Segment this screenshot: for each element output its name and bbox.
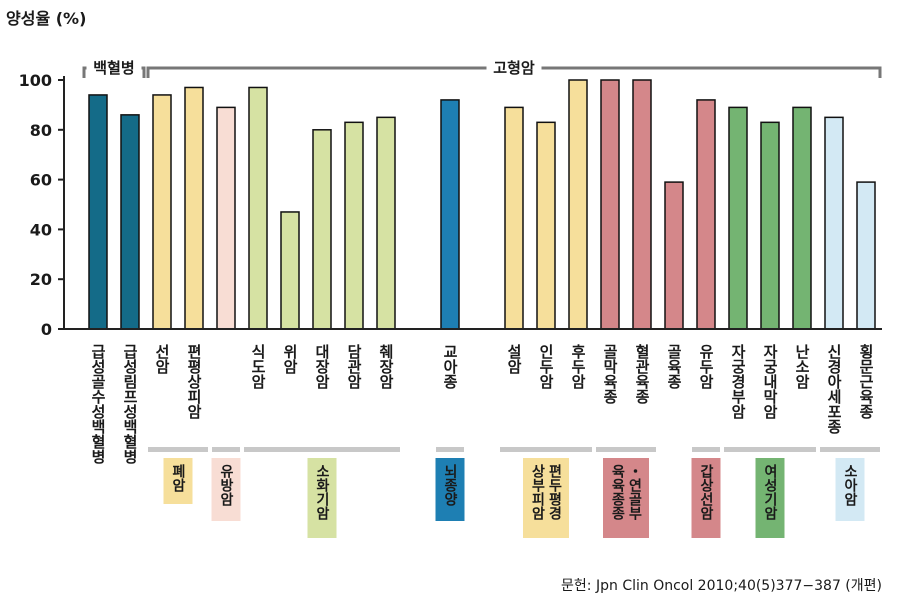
bar [504, 106, 524, 330]
x-tick-label: 식도암 [249, 344, 267, 390]
y-tick-label: 100 [19, 71, 52, 90]
x-tick-label: 후두암 [569, 344, 587, 390]
bar [152, 94, 172, 330]
bracket-label-bg [86, 54, 142, 80]
x-tick-label: 췌장암 [377, 344, 395, 390]
x-tick-label: 자궁내막암 [761, 344, 779, 420]
x-tick-label: 급성골수성백혈병 [89, 344, 107, 465]
y-tick-label: 0 [41, 320, 52, 339]
x-tick-label: 자궁경부암 [729, 344, 747, 420]
group-label-box [307, 458, 337, 538]
x-tick-label: 위암 [281, 344, 299, 375]
group-label-box [435, 458, 465, 521]
group-divider [212, 447, 240, 452]
x-tick-label: 횡문근육종 [857, 343, 875, 420]
x-tick-label: 대장암 [313, 344, 331, 390]
x-tick-label: 혈관육종 [633, 344, 651, 405]
bar [440, 99, 460, 330]
y-axis: 0 20 40 60 80 100 [19, 71, 65, 339]
x-tick-label: 급성림프성백혈병 [121, 344, 139, 465]
bar [280, 211, 300, 330]
bar [824, 116, 844, 330]
bar [312, 129, 332, 330]
group-label-box [163, 458, 193, 504]
group-label: 편두평경상부피암 [530, 463, 563, 521]
group-divider [500, 447, 592, 452]
group-label: ・연골부육육종종 [610, 464, 643, 521]
group-divider [148, 447, 208, 452]
category-brackets: 백혈병 고형암 [82, 54, 882, 80]
bar [216, 106, 236, 330]
group-divider [596, 447, 656, 452]
group-label: 뇌종양 [442, 464, 458, 507]
x-tick-label: 유두암 [697, 344, 715, 390]
x-tick-label: 난소암 [793, 344, 811, 390]
group-divider [820, 447, 880, 452]
group-divider [244, 447, 400, 452]
bar [856, 181, 876, 330]
bar [344, 121, 364, 330]
bar [664, 181, 684, 330]
group-divider [436, 447, 464, 452]
group-divider [724, 447, 816, 452]
group-label-box [691, 458, 721, 538]
group-label-box [835, 458, 865, 521]
bracket-label-bg [486, 54, 542, 80]
x-tick-label: 선암 [153, 344, 171, 375]
group-label: 소화기암 [314, 464, 330, 521]
bars [88, 79, 876, 330]
bar [536, 121, 556, 330]
group-label-box [603, 458, 649, 538]
group-label: 갑상선암 [698, 464, 714, 521]
group-label: 유방암 [218, 464, 234, 507]
source-note: 문헌: Jpn Clin Oncol 2010;40(5)377−387 (개편… [561, 578, 882, 594]
y-tick-label: 20 [30, 270, 52, 289]
group-label-box [755, 458, 785, 538]
bar [728, 106, 748, 330]
group-divider [692, 447, 720, 452]
y-axis-label: 양성율 (%) [6, 9, 86, 28]
bar [792, 106, 812, 330]
y-tick-label: 60 [30, 171, 52, 190]
bar [376, 116, 396, 330]
bar [248, 86, 268, 330]
x-tick-label: 교아종 [441, 344, 459, 390]
x-tick-label: 골막육종 [601, 344, 619, 405]
bar [120, 114, 140, 330]
bracket-label: 고형암 [493, 59, 535, 77]
bar [600, 79, 620, 330]
group-label-box [211, 458, 241, 521]
x-tick-label: 편평상피암 [185, 344, 203, 420]
group-label: 여성기암 [762, 463, 778, 521]
x-tick-label: 담관암 [345, 343, 363, 390]
group-label-box [523, 458, 569, 538]
x-tick-label: 신경아세포종 [825, 344, 843, 435]
group-label: 소아암 [842, 464, 858, 507]
bar [88, 94, 108, 330]
bracket-label: 백혈병 [93, 59, 134, 77]
bar [760, 121, 780, 330]
x-tick-label: 설암 [505, 344, 523, 375]
group-label: 폐암 [170, 464, 186, 493]
y-tick-label: 40 [30, 220, 52, 239]
y-tick-label: 80 [30, 121, 52, 140]
x-tick-label: 골육종 [665, 344, 683, 390]
bar [696, 99, 716, 330]
bar [568, 79, 588, 330]
bar [184, 86, 204, 330]
x-tick-label: 인두암 [537, 343, 555, 390]
x-tick-labels: 급성골수성백혈병 급성림프성백혈병 선암 편평상피암 식도암 위암 대장암 담관암 췌장암 교아종… [89, 343, 875, 465]
bar [632, 79, 652, 330]
group-labels: 폐암 유방암 소화기암 뇌종양 편두평경상부피암 ・연골부육육종종 갑상선암 여성기암 소아암 [148, 447, 880, 538]
